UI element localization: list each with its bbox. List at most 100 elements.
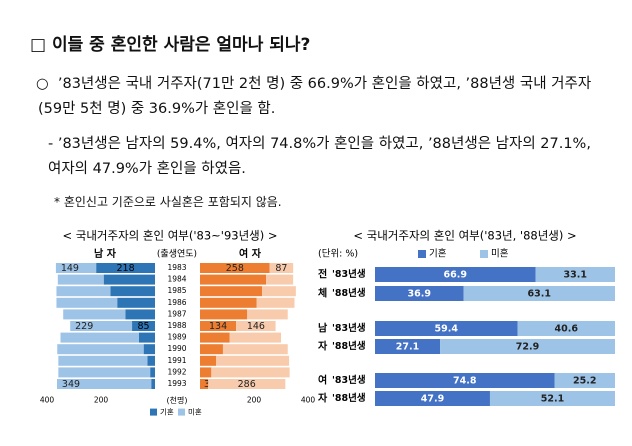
year-label: 1987 bbox=[167, 309, 186, 318]
text: ’83년생은 국내 거주자(71만 2천 명) 중 66.9%가 혼인을 하였고… bbox=[38, 76, 592, 117]
heading: □ 이들 중 혼인한 사람은 얼마나 되나? bbox=[30, 35, 311, 55]
year-label: 1992 bbox=[167, 367, 186, 376]
legend-swatch bbox=[418, 250, 426, 258]
bar bbox=[200, 297, 257, 308]
x-tick-label: 400 bbox=[301, 396, 316, 405]
row-prefix: 전 bbox=[318, 268, 327, 281]
value-label: 85 bbox=[137, 321, 149, 332]
value-label: 218 bbox=[116, 263, 134, 274]
legend-swatch bbox=[480, 250, 488, 258]
bar bbox=[440, 339, 615, 354]
text: ’83년생은 남자의 59.4%, 여자의 74.8%가 혼인을 하였고, ’8… bbox=[48, 136, 591, 177]
left-label: 남 자 bbox=[94, 247, 117, 260]
bar bbox=[375, 321, 518, 336]
bar bbox=[222, 344, 288, 355]
value-label: 33.1 bbox=[564, 270, 587, 281]
bar bbox=[375, 267, 536, 282]
year-label: 1984 bbox=[167, 275, 186, 284]
chart-title: < 국내거주자의 혼인 여부('83~'93년생) > bbox=[62, 229, 277, 243]
bar bbox=[57, 274, 104, 285]
legend-swatch bbox=[178, 408, 185, 416]
bar bbox=[55, 263, 97, 273]
bar bbox=[125, 309, 155, 320]
bar bbox=[96, 263, 155, 273]
bar bbox=[200, 286, 263, 297]
paragraph: ○ ’83년생은 국내 거주자(71만 2천 명) 중 66.9%가 혼인을 하… bbox=[36, 72, 608, 122]
year-label: 1985 bbox=[167, 286, 186, 295]
note: * 혼인신고 기준으로 사실혼은 포함되지 않음. bbox=[54, 190, 282, 215]
bar bbox=[489, 391, 615, 406]
marker: ○ bbox=[36, 76, 49, 92]
value-label: 258 bbox=[226, 263, 244, 274]
year-label: 1989 bbox=[167, 333, 186, 342]
bar bbox=[229, 332, 281, 343]
bar bbox=[57, 344, 144, 355]
value-label: 134 bbox=[209, 321, 227, 332]
bar bbox=[200, 344, 223, 355]
bar bbox=[70, 321, 133, 331]
value-label: 47.9 bbox=[421, 394, 444, 405]
value-label: 74.8 bbox=[453, 376, 477, 387]
bar bbox=[375, 391, 490, 406]
bar bbox=[132, 321, 155, 331]
bar bbox=[269, 263, 294, 273]
bar bbox=[200, 355, 217, 366]
right-label: 여 자 bbox=[239, 247, 262, 260]
value-label: 72.9 bbox=[516, 342, 539, 353]
year-label: 1991 bbox=[167, 356, 186, 365]
legend-swatch bbox=[150, 408, 157, 416]
row-prefix: 여 bbox=[318, 374, 327, 387]
value-label: 229 bbox=[75, 321, 93, 332]
bar bbox=[150, 367, 155, 378]
chart-title: < 국내거주자의 혼인 여부('83년, '88년생) > bbox=[353, 229, 576, 243]
bar bbox=[151, 379, 155, 389]
legend-label: 미혼 bbox=[188, 407, 202, 417]
legend-label: 미혼 bbox=[491, 248, 509, 260]
value-label: 87 bbox=[275, 263, 287, 274]
bar bbox=[256, 297, 295, 308]
bar bbox=[247, 309, 288, 320]
value-label: 63.1 bbox=[528, 289, 551, 300]
category-label: '83년생 bbox=[332, 268, 366, 280]
bar bbox=[262, 286, 296, 297]
x-tick-label: 200 bbox=[94, 396, 109, 405]
category-label: '88년생 bbox=[332, 392, 366, 404]
marker: - bbox=[48, 136, 54, 152]
bar bbox=[266, 274, 294, 285]
bar bbox=[375, 373, 555, 388]
bar bbox=[200, 321, 237, 331]
category-label: '83년생 bbox=[332, 322, 366, 334]
marker: * bbox=[54, 195, 60, 209]
bar bbox=[375, 286, 464, 301]
legend-label: 기혼 bbox=[429, 248, 447, 260]
value-label: 25.2 bbox=[573, 376, 596, 387]
bar bbox=[117, 297, 155, 308]
bar bbox=[58, 355, 148, 366]
value-label: 286 bbox=[238, 379, 256, 390]
legend-label: 기혼 bbox=[160, 407, 174, 417]
x-tick-label: 400 bbox=[40, 396, 55, 405]
year-label: 1986 bbox=[167, 298, 186, 307]
value-label: 66.9 bbox=[444, 270, 467, 281]
row-prefix: 자 bbox=[318, 392, 328, 405]
year-label: 1990 bbox=[167, 344, 186, 353]
paragraph: - ’83년생은 남자의 59.4%, 여자의 74.8%가 혼인을 하였고, … bbox=[48, 132, 608, 182]
bar bbox=[110, 286, 155, 297]
row-prefix: 자 bbox=[318, 340, 328, 353]
bar bbox=[211, 367, 290, 378]
year-label: 1993 bbox=[167, 379, 186, 388]
text: 혼인신고 기준으로 사실혼은 포함되지 않음. bbox=[63, 195, 282, 209]
value-label: 40.6 bbox=[555, 324, 579, 335]
value-label: 349 bbox=[62, 379, 80, 390]
category-label: '83년생 bbox=[332, 374, 366, 386]
bar bbox=[200, 379, 209, 389]
bar bbox=[463, 286, 615, 301]
bar bbox=[200, 367, 212, 378]
value-label: 59.4 bbox=[435, 324, 459, 335]
bar bbox=[200, 263, 270, 273]
year-label: 1983 bbox=[167, 263, 186, 272]
category-label: '88년생 bbox=[332, 340, 366, 352]
bar bbox=[200, 309, 248, 320]
